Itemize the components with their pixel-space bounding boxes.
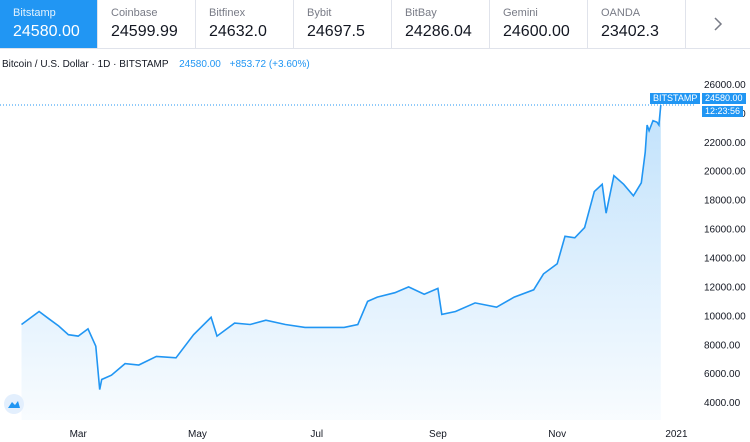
tab-gemini[interactable]: Gemini 24600.00 (490, 0, 588, 48)
y-tick-label: 22000.00 (704, 138, 746, 149)
tab-name: Gemini (503, 7, 538, 19)
cloud-icon (8, 401, 20, 408)
x-tick-label: Sep (429, 429, 447, 440)
tab-bitfinex[interactable]: Bitfinex 24632.0 (196, 0, 294, 48)
y-tick-label: 16000.00 (704, 225, 746, 236)
tab-name: Bitstamp (13, 7, 56, 19)
x-tick-label: Jul (310, 429, 323, 440)
tab-price: 24599.99 (111, 23, 178, 40)
tab-name: Bybit (307, 7, 332, 19)
tab-price: 24580.00 (13, 23, 80, 40)
price-line (21, 104, 662, 390)
y-tick-label: 12000.00 (704, 282, 746, 293)
tradingview-logo[interactable] (4, 394, 24, 414)
tab-price: 24697.5 (307, 23, 365, 40)
y-tick-label: 4000.00 (704, 398, 741, 409)
y-tick-label: 18000.00 (704, 196, 746, 207)
x-tick-label: 2021 (665, 429, 688, 440)
tab-name: Coinbase (111, 7, 158, 19)
tab-coinbase[interactable]: Coinbase 24599.99 (98, 0, 196, 48)
tab-name: OANDA (601, 7, 641, 19)
last-price-badge: 24580.00 (702, 93, 746, 104)
x-tick-label: Mar (70, 429, 88, 440)
last-price: 24580.00 (179, 59, 221, 70)
tab-name: Bitfinex (209, 7, 246, 19)
tab-bitbay[interactable]: BitBay 24286.04 (392, 0, 490, 48)
tab-price: 24632.0 (209, 23, 267, 40)
time-axis: Mar May Jul Sep Nov 2021 (70, 429, 688, 440)
next-tabs-button[interactable] (686, 0, 750, 48)
y-tick-label: 10000.00 (704, 311, 746, 322)
y-tick-label: 20000.00 (704, 167, 746, 178)
price-area-fill (21, 105, 661, 420)
tab-bybit[interactable]: Bybit 24697.5 (294, 0, 392, 48)
tab-price: 23402.3 (601, 23, 659, 40)
chart-legend: Bitcoin / U.S. Dollar · 1D · BITSTAMP 24… (2, 59, 310, 70)
x-tick-label: Nov (548, 429, 566, 440)
price-axis: 4000.00 6000.00 8000.00 10000.00 12000.00 140… (704, 80, 746, 409)
tab-price: 24286.04 (405, 23, 472, 40)
tab-name: BitBay (405, 7, 437, 19)
countdown-badge: 12:23:56 (702, 106, 744, 117)
exchange-tabs: Bitstamp 24580.00 Coinbase 24599.99 Bitf… (0, 0, 750, 49)
tab-bitstamp[interactable]: Bitstamp 24580.00 (0, 0, 98, 48)
x-tick-label: May (188, 429, 207, 440)
y-tick-label: 8000.00 (704, 340, 741, 351)
exchange-badge: BITSTAMP (650, 93, 701, 104)
price-chart[interactable]: 4000.00 6000.00 8000.00 10000.00 12000.00 140… (0, 48, 750, 442)
tab-oanda[interactable]: OANDA 23402.3 (588, 0, 686, 48)
symbol-title: Bitcoin / U.S. Dollar · 1D · BITSTAMP (2, 59, 169, 70)
y-tick-label: 14000.00 (704, 254, 746, 265)
price-change: +853.72 (+3.60%) (229, 59, 310, 70)
chevron-right-icon (714, 17, 723, 31)
y-tick-label: 26000.00 (704, 80, 746, 91)
y-tick-label: 6000.00 (704, 369, 741, 380)
tab-price: 24600.00 (503, 23, 570, 40)
